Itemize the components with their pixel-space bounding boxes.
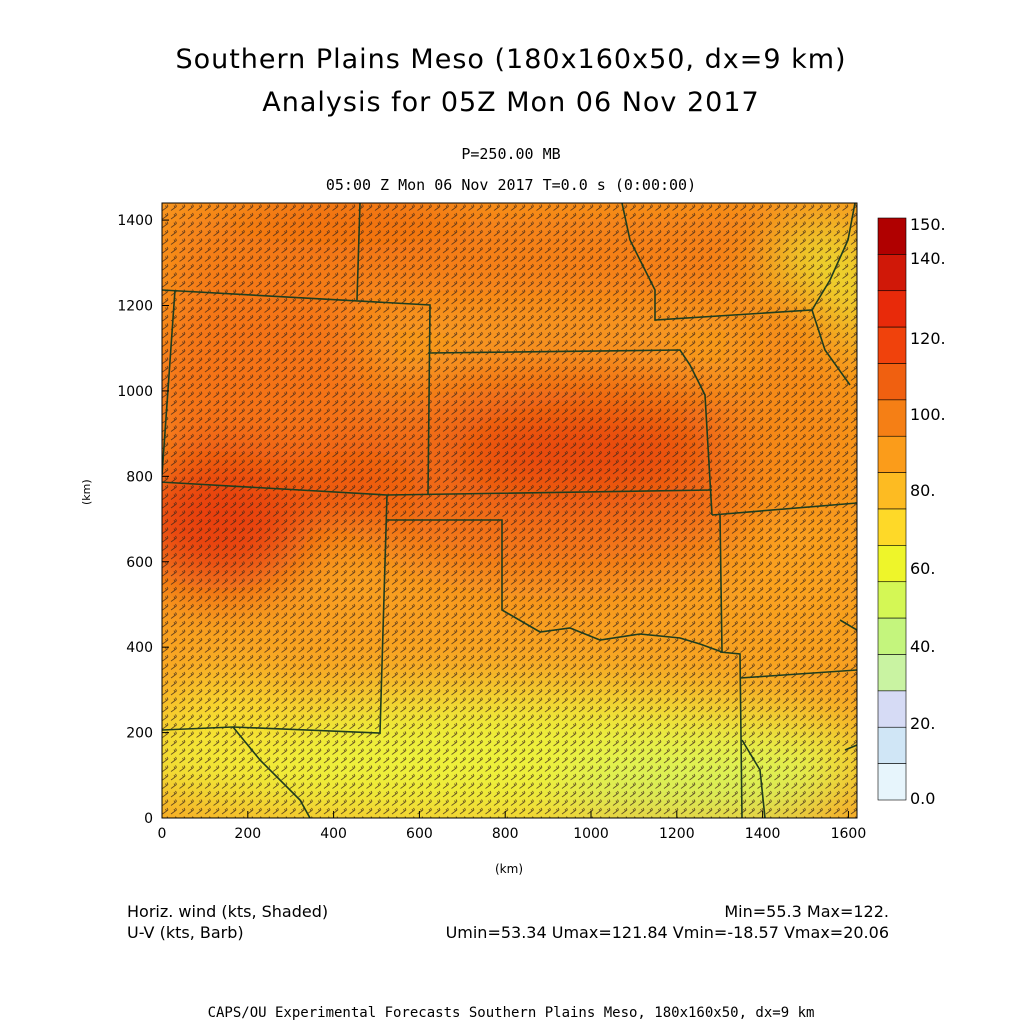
colorbar-label: 40.: [910, 637, 935, 656]
y-tick-label: 200: [126, 726, 153, 742]
colorbar-swatch: [877, 217, 907, 255]
colorbar-label: 120.: [910, 329, 946, 348]
colorbar-swatch: [877, 472, 907, 510]
y-tick-label: 600: [126, 555, 153, 571]
y-tick-label: 400: [126, 640, 153, 656]
colorbar-swatch: [877, 508, 907, 546]
colorbar-label: 100.: [910, 405, 946, 424]
x-axis-label: (km): [495, 862, 524, 876]
shaded-wind-field: [162, 203, 857, 818]
x-tick-label: 200: [234, 826, 261, 842]
colorbar-label: 80.: [910, 481, 935, 500]
uv-stats: Umin=53.34 Umax=121.84 Vmin=-18.57 Vmax=…: [445, 923, 889, 942]
colorbar-swatch: [877, 545, 907, 583]
colorbar-label: 60.: [910, 559, 935, 578]
plot-frame: [161, 202, 858, 819]
footer-credit: CAPS/OU Experimental Forecasts Southern …: [207, 1005, 815, 1021]
x-tick-label: 600: [406, 826, 433, 842]
x-tick-label: 400: [320, 826, 347, 842]
chart-title-line2: Analysis for 05Z Mon 06 Nov 2017: [262, 87, 760, 118]
min-max-stats: Min=55.3 Max=122.: [724, 902, 889, 921]
x-tick-label: 1200: [659, 826, 695, 842]
colorbar-swatch: [877, 363, 907, 401]
legend-field-barb: U-V (kts, Barb): [127, 923, 244, 942]
x-tick-label: 1000: [573, 826, 609, 842]
x-axis-ticks: 0 200 400 600 800 1000 1200 1400 1600: [158, 811, 867, 842]
colorbar-swatch: [877, 654, 907, 692]
colorbar-swatch: [877, 617, 907, 655]
y-axis-ticks: 0 200 400 600 800 1000 1200 1400: [117, 213, 169, 827]
colorbar-label: 140.: [910, 249, 946, 268]
colorbar-swatch: [877, 690, 907, 728]
state-borders: [162, 203, 857, 818]
y-tick-label: 1000: [117, 384, 153, 400]
colorbar-swatch: [877, 399, 907, 437]
x-tick-label: 0: [158, 826, 167, 842]
colorbar-swatch: [877, 763, 907, 801]
colorbar-label: 0.0: [910, 789, 935, 808]
colorbar-swatch: [877, 290, 907, 328]
colorbar-swatch: [877, 726, 907, 764]
colorbar-swatch: [877, 254, 907, 292]
y-tick-label: 0: [144, 811, 153, 827]
chart-title-line1: Southern Plains Meso (180x160x50, dx=9 k…: [175, 44, 847, 75]
x-tick-label: 1600: [831, 826, 867, 842]
valid-time-label: 05:00 Z Mon 06 Nov 2017 T=0.0 s (0:00:00…: [325, 176, 697, 194]
colorbar-label: 150.: [910, 215, 946, 234]
colorbar: 150. 140. 120. 100. 80. 60. 40. 20. 0.0: [877, 215, 946, 808]
y-tick-label: 1400: [117, 213, 153, 229]
pressure-level-label: P=250.00 MB: [461, 145, 561, 163]
colorbar-swatch: [877, 581, 907, 619]
y-tick-label: 1200: [117, 299, 153, 315]
colorbar-swatch: [877, 435, 907, 473]
legend-field-shaded: Horiz. wind (kts, Shaded): [127, 902, 329, 921]
colorbar-swatch: [877, 326, 907, 364]
colorbar-label: 20.: [910, 714, 935, 733]
y-axis-label: (km): [80, 479, 93, 505]
y-tick-label: 800: [126, 469, 153, 485]
x-tick-label: 1400: [745, 826, 781, 842]
x-tick-label: 800: [492, 826, 519, 842]
